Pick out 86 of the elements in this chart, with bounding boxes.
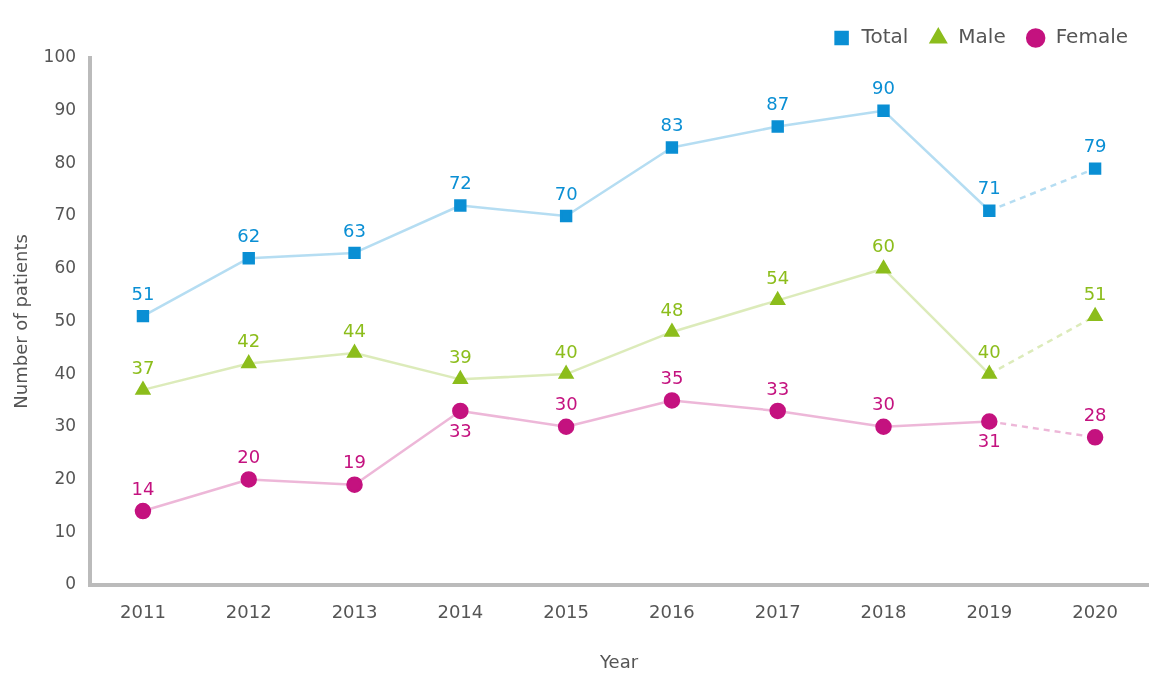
x-tick-label: 2014: [437, 601, 484, 623]
data-label: 62: [237, 224, 261, 246]
point: [665, 141, 679, 154]
data-label: 51: [131, 282, 155, 304]
point: [1088, 162, 1102, 175]
y-tick-label: 50: [54, 309, 77, 330]
point: [135, 381, 151, 395]
x-tick-label: 2015: [543, 601, 590, 623]
y-tick-label: 40: [54, 362, 77, 383]
data-label: 30: [554, 393, 578, 415]
point: [876, 260, 891, 274]
data-label: 40: [554, 340, 578, 362]
data-label: 44: [343, 319, 366, 341]
data-label: 83: [660, 114, 684, 136]
point: [557, 418, 575, 436]
x-tick-label: 2020: [1072, 601, 1119, 623]
y-tick-label: 70: [54, 204, 77, 225]
x-tick-label: 2011: [120, 601, 166, 623]
point: [452, 402, 469, 420]
data-label: 54: [766, 267, 790, 288]
point: [771, 120, 784, 133]
point: [242, 251, 255, 265]
x-tick-label: 2016: [649, 601, 695, 623]
data-label: 51: [1083, 282, 1107, 304]
data-label: 20: [237, 446, 261, 468]
data-label: 70: [554, 182, 578, 204]
point: [559, 209, 573, 223]
y-tick-label: 0: [65, 573, 77, 594]
x-tick-label: 2018: [860, 601, 907, 623]
y-tick-label: 100: [43, 46, 77, 67]
point: [664, 323, 680, 337]
data-label: 42: [237, 330, 261, 352]
data-label: 39: [448, 346, 472, 368]
data-label: 63: [343, 219, 366, 241]
x-tick-label: 2013: [331, 601, 378, 623]
point: [136, 309, 150, 323]
point: [241, 355, 257, 369]
data-label: 31: [977, 430, 1001, 452]
point: [1087, 307, 1103, 321]
point: [877, 104, 890, 117]
data-label: 40: [977, 340, 1001, 362]
x-tick-label: 2019: [966, 601, 1013, 623]
legend-label: Total: [860, 24, 909, 49]
data-label: 79: [1083, 135, 1107, 157]
data-label: 33: [448, 419, 472, 441]
point: [663, 392, 681, 409]
data-label: 60: [872, 235, 895, 257]
point: [770, 292, 786, 306]
data-label: 14: [131, 477, 155, 499]
data-label: 72: [448, 172, 472, 194]
data-label: 48: [660, 298, 684, 320]
point: [981, 413, 998, 430]
data-label: 87: [766, 93, 790, 115]
y-tick-label: 90: [54, 99, 77, 120]
point: [1086, 429, 1104, 446]
y-tick-label: 60: [54, 257, 77, 278]
point: [134, 502, 152, 520]
data-label: 33: [766, 377, 790, 399]
data-label: 19: [343, 451, 366, 473]
point: [454, 199, 467, 212]
data-label: 28: [1083, 403, 1107, 425]
y-axis-title: Number of patients: [10, 234, 32, 409]
point: [875, 418, 892, 436]
y-tick-label: 20: [54, 467, 77, 488]
x-axis-title: Year: [598, 650, 639, 672]
y-tick-label: 30: [54, 415, 77, 436]
legend-label: Male: [958, 24, 1006, 49]
data-label: 37: [131, 356, 155, 378]
y-tick-label: 10: [54, 520, 77, 541]
point: [769, 402, 786, 420]
x-tick-label: 2017: [754, 601, 801, 623]
point: [983, 204, 996, 217]
x-tick-label: 2012: [225, 601, 272, 623]
data-label: 71: [977, 177, 1001, 199]
data-label: 90: [872, 77, 895, 99]
data-label: 30: [872, 393, 895, 415]
point: [348, 246, 361, 260]
point: [346, 476, 363, 493]
point: [982, 365, 997, 379]
data-label: 35: [660, 367, 684, 389]
point: [453, 371, 468, 385]
point: [240, 471, 257, 488]
point: [347, 344, 362, 358]
legend-label: Female: [1055, 24, 1129, 49]
y-tick-label: 80: [54, 151, 77, 172]
point: [558, 365, 574, 379]
